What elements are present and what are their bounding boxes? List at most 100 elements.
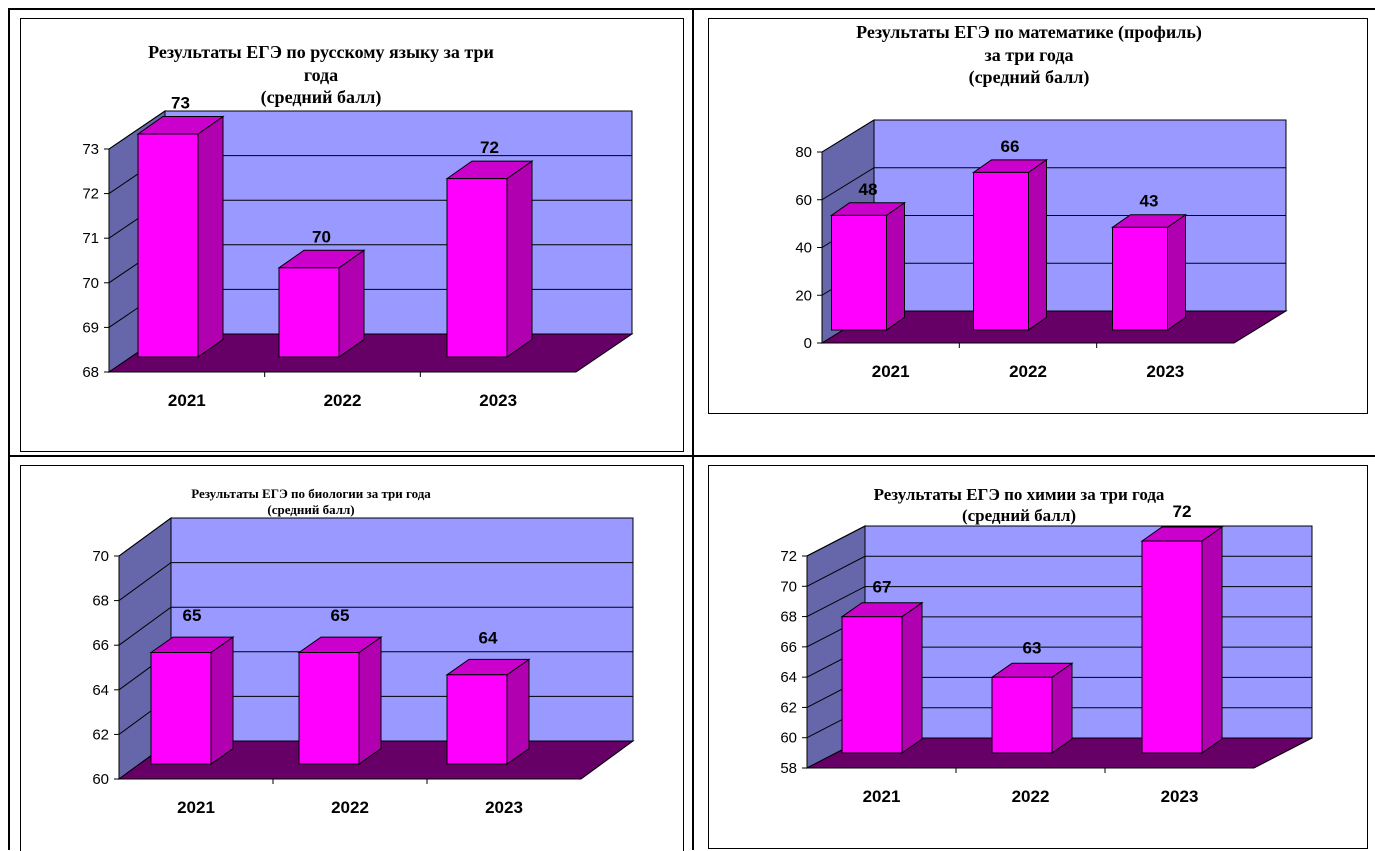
bar-side <box>506 658 530 765</box>
bar <box>1110 213 1188 331</box>
bar <box>136 115 225 358</box>
chart-title: Результаты ЕГЭ по химии за три года (сре… <box>873 485 1165 526</box>
chart-math: Результаты ЕГЭ по математике (профиль) з… <box>708 18 1368 414</box>
gridline <box>821 119 1286 153</box>
chart-title: Результаты ЕГЭ по математике (профиль) з… <box>856 22 1202 87</box>
y-tick-label: 60 <box>795 192 812 209</box>
category-label: 2023 <box>479 391 517 410</box>
bar <box>840 601 924 754</box>
bar <box>445 658 531 765</box>
category-label: 2023 <box>485 798 523 817</box>
category-label: 2023 <box>1146 362 1184 381</box>
bar-front <box>298 652 360 765</box>
chart-svg: 60 62 64 66 68 70 65 2021 65 2022 64 2023 <box>92 517 635 817</box>
data-label: 64 <box>479 628 498 647</box>
data-label: 65 <box>331 606 350 625</box>
gridline <box>821 167 1286 201</box>
y-tick-label: 58 <box>780 760 797 777</box>
bar-side <box>210 636 234 765</box>
y-tick-label: 68 <box>82 364 99 381</box>
gridline <box>118 562 633 602</box>
bar-front <box>446 178 508 358</box>
back-wall <box>164 110 633 335</box>
bar-side <box>1028 158 1047 331</box>
y-tick-label: 80 <box>795 144 812 161</box>
data-label: 73 <box>171 94 190 113</box>
bar-side <box>1167 213 1186 331</box>
y-tick-label: 66 <box>92 637 109 654</box>
y-tick-label: 68 <box>780 609 797 626</box>
category-label: 2022 <box>324 391 362 410</box>
bar-front <box>991 676 1053 754</box>
data-label: 63 <box>1023 638 1042 657</box>
bar <box>829 201 907 331</box>
bar-front <box>831 214 887 331</box>
y-tick-label: 64 <box>780 669 797 686</box>
category-label: 2022 <box>1009 362 1047 381</box>
bar-front <box>446 674 508 765</box>
y-tick-label: 73 <box>82 141 99 158</box>
data-label: 48 <box>859 180 878 199</box>
y-tick-label: 0 <box>804 335 812 352</box>
chart-biology: Результаты ЕГЭ по биологии за три года (… <box>20 465 684 851</box>
y-tick-label: 66 <box>780 639 797 656</box>
data-label: 72 <box>1173 502 1192 521</box>
table-border-middle-vertical <box>692 8 694 850</box>
category-label: 2021 <box>872 362 910 381</box>
category-label: 2021 <box>863 787 901 806</box>
gridline <box>118 606 633 646</box>
bar <box>971 158 1049 331</box>
data-label: 65 <box>183 606 202 625</box>
category-label: 2022 <box>1012 787 1050 806</box>
table-border-middle-horizontal <box>8 455 1375 457</box>
y-tick-label: 62 <box>780 699 797 716</box>
bar <box>990 662 1074 754</box>
y-tick-label: 68 <box>92 593 109 610</box>
data-label: 70 <box>312 227 331 246</box>
bar <box>149 636 235 765</box>
bar <box>277 249 366 358</box>
bar <box>1140 526 1224 754</box>
bar-side <box>197 115 224 358</box>
y-tick-label: 72 <box>82 186 99 203</box>
gridline <box>806 525 1312 557</box>
bar-front <box>1112 226 1168 331</box>
y-tick-label: 60 <box>92 771 109 788</box>
category-label: 2022 <box>331 798 369 817</box>
bar-front <box>841 616 903 754</box>
bar <box>445 160 534 358</box>
chart-title: Результаты ЕГЭ по русскому языку за три … <box>148 42 494 107</box>
y-tick-label: 62 <box>92 726 109 743</box>
chart-chemistry: Результаты ЕГЭ по химии за три года (сре… <box>708 465 1368 849</box>
category-label: 2023 <box>1161 787 1199 806</box>
data-label: 72 <box>480 138 499 157</box>
bar-front <box>137 133 199 358</box>
bar-side <box>1051 662 1073 754</box>
bar-front <box>1141 540 1203 754</box>
y-tick-label: 71 <box>82 230 99 247</box>
bar-side <box>901 601 923 754</box>
y-tick-label: 70 <box>82 275 99 292</box>
data-label: 66 <box>1001 137 1020 156</box>
table-border-left <box>8 8 10 850</box>
data-label: 67 <box>873 578 892 597</box>
gridline <box>108 110 632 150</box>
back-wall <box>864 525 1313 739</box>
y-tick-label: 40 <box>795 240 812 257</box>
bar-front <box>278 267 340 358</box>
bar-front <box>150 652 212 765</box>
bar <box>297 636 383 765</box>
y-tick-label: 64 <box>92 682 109 699</box>
chart-svg: 68 69 70 71 72 73 73 2021 70 2022 72 2023 <box>82 94 634 410</box>
chart-svg: 58 60 62 64 66 68 70 72 67 2021 63 2022 72 2023 <box>780 502 1313 806</box>
bar-side <box>1201 526 1223 754</box>
category-label: 2021 <box>168 391 206 410</box>
bar-side <box>358 636 382 765</box>
data-label: 43 <box>1140 192 1159 211</box>
y-tick-label: 20 <box>795 287 812 304</box>
bar-side <box>506 160 533 358</box>
y-tick-label: 72 <box>780 548 797 565</box>
chart-svg: 0 20 40 60 80 48 2021 66 2022 43 2023 <box>795 119 1288 381</box>
bar-side <box>886 201 905 331</box>
back-wall <box>170 517 634 742</box>
